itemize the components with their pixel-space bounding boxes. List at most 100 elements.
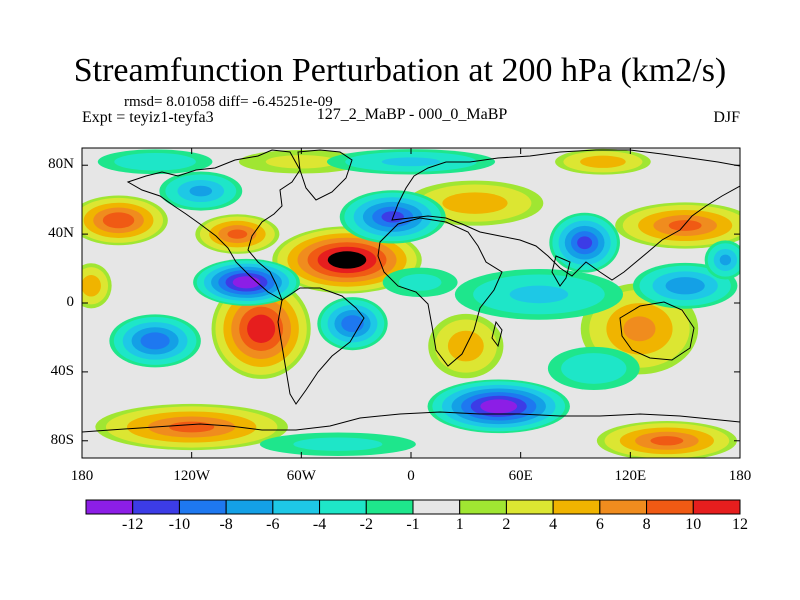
x-tick-label: 60W — [286, 468, 316, 484]
colorbar-label: 10 — [685, 516, 702, 533]
colorbar-label: 1 — [455, 516, 464, 533]
colorbar — [85, 499, 741, 515]
y-tick-label: 80S — [50, 431, 74, 448]
coastline-india — [551, 255, 571, 287]
field-anomaly — [195, 214, 280, 254]
contour-level — [509, 285, 569, 304]
colorbar-swatch — [552, 499, 601, 515]
coastline-north-america — [126, 149, 301, 302]
colorbar-label: 8 — [642, 516, 651, 533]
season-label: DJF — [713, 109, 740, 126]
field-anomaly — [547, 346, 640, 391]
coastlines — [82, 149, 740, 433]
contour-level — [442, 192, 508, 214]
x-tick-label: 120W — [173, 468, 210, 484]
field-anomaly — [596, 420, 737, 458]
coastline-madagascar — [491, 320, 503, 348]
colorbar-swatch — [692, 499, 741, 515]
coastline-greenland — [297, 149, 353, 201]
coastline-south-america — [277, 287, 365, 405]
contour-level — [650, 436, 684, 446]
colorbar-label: 12 — [732, 516, 748, 533]
field-anomaly — [632, 262, 738, 309]
colorbar-label: 2 — [502, 516, 511, 533]
colorbar-label: -8 — [219, 516, 233, 533]
colorbar-label: -4 — [312, 516, 327, 533]
field-anomaly — [109, 314, 201, 368]
colorbar-label: -2 — [359, 516, 373, 533]
field-anomaly — [704, 240, 740, 280]
y-tick-label: 80N — [48, 156, 74, 173]
colorbar-swatch — [272, 499, 321, 515]
contour-level — [480, 399, 518, 414]
field-anomaly — [97, 149, 213, 175]
x-tick-label: 60E — [508, 468, 533, 484]
coastline-africa — [377, 217, 503, 367]
coastline-australia — [619, 301, 695, 361]
contour-level — [227, 229, 248, 239]
colorbar-swatch — [505, 499, 554, 515]
field-anomaly — [82, 195, 168, 246]
field-anomaly — [555, 148, 651, 175]
colorbar-swatch — [459, 499, 507, 515]
experiment-label: Expt = teyiz1-teyfa3 — [82, 109, 214, 126]
chart-title: Streamfunction Perturbation at 200 hPa (… — [73, 52, 727, 89]
contour-level — [719, 254, 732, 266]
field-anomaly — [317, 297, 388, 351]
contour-level — [577, 236, 593, 250]
colorbar-swatch — [365, 499, 414, 515]
contour-level — [327, 251, 367, 269]
contour-level — [381, 157, 441, 167]
contour-level — [665, 277, 705, 295]
colorbar-label: 4 — [549, 516, 558, 533]
colorbar-swatch — [225, 499, 274, 515]
colorbar-swatch — [85, 499, 134, 515]
x-tick-label: 0 — [407, 468, 415, 484]
coastline-eurasia — [391, 149, 740, 281]
field-anomaly — [238, 150, 364, 174]
contour-level — [668, 220, 702, 231]
field-anomaly — [159, 171, 243, 211]
y-tick-label: 40S — [50, 362, 74, 379]
colorbar-label: 6 — [595, 516, 604, 533]
field-anomaly — [427, 379, 570, 434]
field-anomaly — [259, 432, 416, 456]
contour-level — [140, 332, 170, 350]
colorbar-swatch — [412, 499, 461, 515]
x-tick-label: 180 — [728, 468, 752, 484]
contour-level — [189, 185, 213, 197]
colorbar-swatch — [132, 499, 180, 515]
coastline-antarctica — [82, 411, 740, 433]
contour-level — [82, 275, 101, 297]
colorbar-swatch — [646, 499, 694, 515]
contour-level — [561, 353, 627, 384]
y-tick-label: 40N — [48, 225, 74, 242]
colorbar-swatch — [319, 499, 367, 515]
contour-level — [623, 316, 656, 342]
contour-level — [102, 212, 135, 229]
colorbar-swatch — [178, 499, 227, 515]
field-anomaly — [549, 212, 620, 273]
field-anomaly — [382, 267, 458, 298]
contour-level — [232, 276, 261, 289]
colorbar-label: -6 — [266, 516, 280, 533]
x-tick-label: 180 — [70, 468, 94, 484]
colorbar-label: -1 — [406, 516, 420, 533]
field-anomaly — [454, 269, 624, 320]
colorbar-swatch — [599, 499, 648, 515]
field-anomaly — [615, 202, 740, 249]
contour-level — [398, 273, 442, 291]
field-anomaly — [326, 149, 496, 175]
field-anomaly — [82, 263, 112, 309]
colorbar-label: -12 — [122, 516, 144, 533]
x-tick-label: 120E — [614, 468, 647, 484]
contour-level — [580, 155, 626, 168]
contour-level — [169, 421, 215, 433]
y-tick-label: 0 — [66, 294, 75, 310]
axis-ticks — [81, 148, 741, 458]
contour-level — [114, 152, 196, 171]
contour-level — [293, 437, 383, 451]
colorbar-label: -10 — [168, 516, 191, 533]
rmsd-diff-stats: rmsd= 8.01058 diff= -6.45251e-09 — [124, 94, 333, 110]
